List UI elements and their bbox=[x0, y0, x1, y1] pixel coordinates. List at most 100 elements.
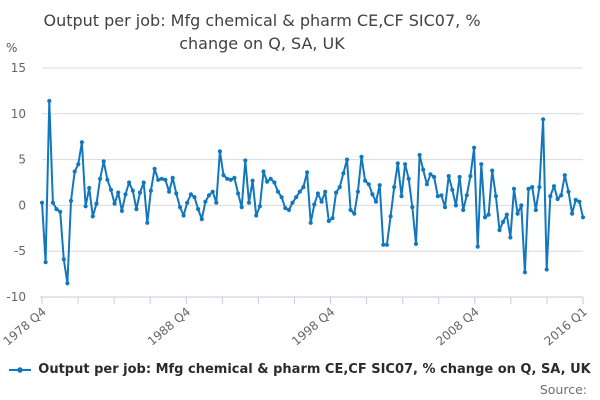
series-marker bbox=[548, 194, 553, 199]
series-marker bbox=[47, 98, 52, 104]
series-marker bbox=[217, 149, 222, 154]
series-marker bbox=[559, 193, 564, 198]
series-marker bbox=[152, 166, 157, 171]
series-marker bbox=[373, 199, 379, 204]
series-marker bbox=[410, 205, 415, 210]
x-tick-label: 1978 Q4 bbox=[1, 305, 49, 349]
series-marker bbox=[348, 207, 353, 213]
series-marker bbox=[199, 217, 204, 222]
series-marker bbox=[210, 189, 215, 194]
series-marker bbox=[352, 211, 357, 216]
series-marker bbox=[170, 175, 175, 180]
series-marker bbox=[61, 257, 66, 262]
series-marker bbox=[268, 176, 273, 181]
series-marker bbox=[98, 176, 103, 181]
series-marker bbox=[272, 180, 277, 185]
series-marker bbox=[493, 194, 498, 199]
series-marker bbox=[283, 206, 288, 211]
series-marker bbox=[134, 207, 139, 212]
series-marker bbox=[475, 244, 480, 249]
series-marker bbox=[501, 219, 506, 224]
y-tick-label: -10 bbox=[6, 290, 26, 304]
series-marker bbox=[566, 189, 571, 194]
series-marker bbox=[486, 212, 491, 217]
series-marker bbox=[490, 168, 495, 173]
series-marker bbox=[174, 191, 179, 196]
series-marker bbox=[123, 192, 128, 197]
series-marker bbox=[254, 213, 259, 218]
series-marker bbox=[79, 140, 84, 145]
y-tick-label: 5 bbox=[18, 153, 26, 167]
series-marker bbox=[453, 203, 458, 208]
series-marker bbox=[43, 260, 48, 265]
series-marker bbox=[312, 202, 317, 207]
series-marker bbox=[384, 242, 389, 247]
source-label: Source: bbox=[539, 382, 587, 397]
series-marker bbox=[551, 184, 557, 189]
x-tick-label: 2008 Q4 bbox=[433, 305, 481, 349]
series-marker bbox=[177, 205, 183, 210]
series-marker bbox=[370, 192, 375, 197]
series-marker bbox=[127, 180, 132, 185]
series-marker bbox=[399, 194, 404, 199]
series-marker bbox=[294, 195, 299, 200]
legend: Output per job: Mfg chemical & pharm CE,… bbox=[0, 362, 600, 377]
series-marker bbox=[290, 200, 295, 205]
x-tick-label: 1988 Q4 bbox=[145, 305, 193, 349]
series-marker bbox=[381, 242, 386, 247]
series-marker bbox=[214, 200, 219, 205]
series-marker bbox=[403, 162, 408, 167]
series-marker bbox=[39, 200, 45, 205]
series-marker bbox=[388, 214, 393, 219]
series-marker bbox=[330, 216, 335, 221]
x-tick-label: 1998 Q4 bbox=[289, 305, 337, 349]
series-marker bbox=[156, 177, 161, 182]
series-marker bbox=[337, 185, 342, 190]
series-marker bbox=[508, 235, 513, 240]
series-marker bbox=[395, 161, 400, 166]
series-marker bbox=[203, 199, 208, 204]
series-marker bbox=[181, 213, 186, 218]
series-marker bbox=[112, 201, 117, 206]
series-marker bbox=[421, 167, 426, 172]
series-marker bbox=[417, 152, 422, 158]
series-marker bbox=[72, 169, 77, 174]
series-marker bbox=[94, 201, 99, 206]
series-marker bbox=[101, 159, 106, 164]
series-marker bbox=[116, 190, 121, 195]
y-tick-label: 10 bbox=[11, 107, 26, 121]
series-marker bbox=[457, 174, 462, 180]
chart-title-line1: Output per job: Mfg chemical & pharm CE,… bbox=[43, 11, 481, 30]
series-marker bbox=[580, 215, 586, 220]
series-marker bbox=[334, 190, 339, 195]
series-marker bbox=[119, 208, 124, 213]
series-marker bbox=[482, 215, 488, 220]
series-marker bbox=[544, 267, 549, 272]
series-marker bbox=[130, 188, 135, 193]
series-marker bbox=[461, 207, 466, 213]
series-marker bbox=[225, 176, 230, 181]
series-marker bbox=[108, 187, 114, 192]
y-tick-label: 0 bbox=[18, 198, 26, 212]
legend-label: Output per job: Mfg chemical & pharm CE,… bbox=[38, 362, 591, 377]
series-marker bbox=[442, 205, 448, 210]
series-marker bbox=[439, 193, 444, 198]
series-marker bbox=[246, 200, 252, 205]
series-marker bbox=[236, 191, 241, 196]
series-marker bbox=[355, 189, 360, 194]
series-marker bbox=[221, 173, 226, 178]
series-marker bbox=[141, 180, 146, 185]
series-marker bbox=[428, 172, 433, 177]
series-marker bbox=[308, 220, 313, 225]
series-marker bbox=[479, 162, 484, 167]
series-marker bbox=[148, 188, 153, 193]
series-marker bbox=[305, 170, 310, 175]
series-marker bbox=[188, 192, 193, 197]
series-marker bbox=[446, 174, 451, 179]
series-line bbox=[41, 100, 584, 285]
series-marker bbox=[562, 173, 567, 178]
series-marker bbox=[58, 209, 63, 214]
series-marker bbox=[526, 186, 531, 191]
